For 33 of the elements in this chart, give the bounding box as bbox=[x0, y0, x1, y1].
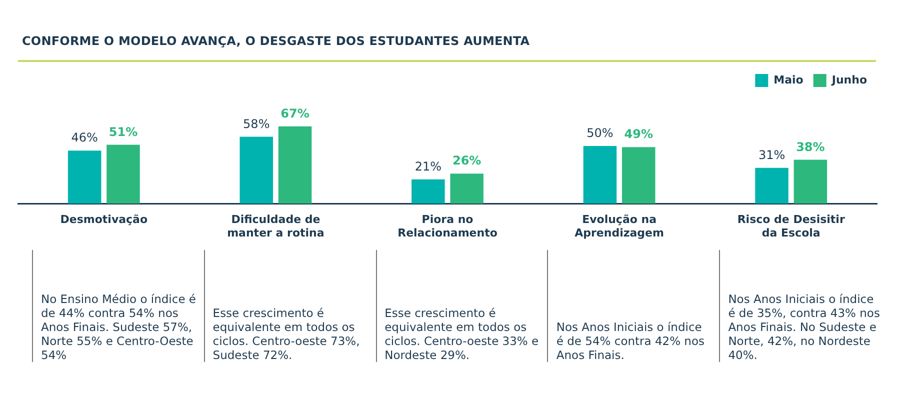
legend-label: Maio bbox=[774, 73, 804, 86]
x-tick-label: Piora no Relacionamento bbox=[398, 213, 498, 240]
bar bbox=[240, 136, 273, 204]
text: Esse crescimento é equivalente em todos os ciclos. Centro-oeste 73%, Sudeste 72%. bbox=[212, 306, 361, 362]
data-label: 38% bbox=[796, 140, 825, 154]
data-label: 51% bbox=[108, 124, 138, 139]
text: Esse crescimento é equivalente em todos os ciclos. Centro-oeste 33% e Nordeste 29%. bbox=[384, 306, 540, 362]
bar bbox=[278, 126, 312, 204]
x-tick-label: Risco de Desisitir da Escola bbox=[737, 213, 846, 240]
x-tick-label: Dificuldade de manter a rotina bbox=[227, 213, 324, 240]
bar bbox=[622, 147, 656, 204]
bar bbox=[794, 160, 828, 204]
text: No Ensino Médio o índice é de 44% contra 54% nos Anos Finais. Sudeste 57%, Norte 55% e Centro-Oeste 54% bbox=[41, 292, 197, 362]
data-label: 58% bbox=[243, 116, 270, 131]
bar bbox=[583, 146, 617, 204]
bar bbox=[755, 168, 788, 204]
bar bbox=[450, 174, 484, 204]
data-label: 46% bbox=[71, 130, 98, 145]
text: Nos Anos Iniciais o índice é de 35%, contra 43% nos Anos Finais. No Sudeste e Norte, 42%, no Nordeste 40%. bbox=[728, 292, 881, 362]
x-tick-label: Evolução na Aprendizagem bbox=[574, 213, 664, 240]
bar bbox=[106, 144, 140, 204]
data-label: 26% bbox=[452, 154, 482, 168]
data-label: 21% bbox=[414, 160, 442, 174]
data-label: 31% bbox=[758, 148, 786, 162]
data-label: 50% bbox=[586, 126, 614, 140]
text: Nos Anos Iniciais o índice é de 54% contra 42% nos Anos Finais. bbox=[556, 320, 706, 362]
data-label: 49% bbox=[624, 127, 653, 142]
x-tick-label: Desmotivação bbox=[60, 213, 148, 226]
data-label: 67% bbox=[280, 106, 310, 120]
chart-title: CONFORME O MODELO AVANÇA, O DESGASTE DOS ESTUDANTES AUMENTA bbox=[22, 34, 530, 48]
bar bbox=[68, 150, 102, 204]
bar bbox=[412, 179, 445, 204]
legend-label: Junho bbox=[830, 73, 868, 86]
